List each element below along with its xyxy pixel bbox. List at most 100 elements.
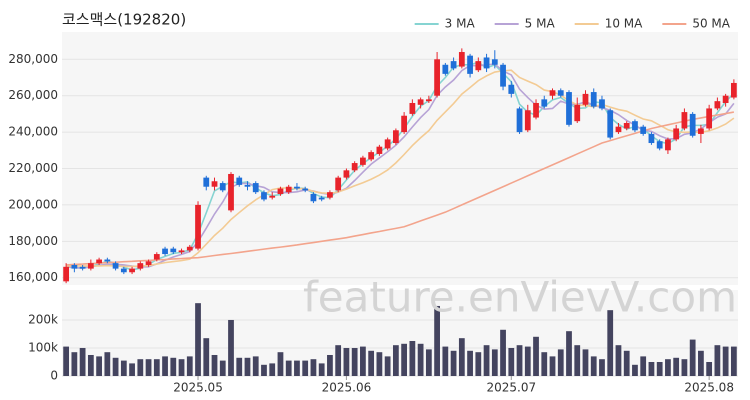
candle-body [104, 259, 111, 262]
volume-bar [599, 359, 605, 376]
volume-bar [120, 360, 127, 376]
y-tick-label: 160,000 [8, 270, 58, 284]
volume-bar [335, 345, 342, 376]
candle-body [566, 92, 572, 125]
candle-body [730, 82, 737, 98]
candle-body [458, 52, 465, 67]
candle-body [162, 248, 168, 255]
candle-body [351, 163, 358, 171]
candle-body [211, 181, 218, 187]
candle-body [376, 146, 383, 154]
candle-body [500, 64, 506, 87]
volume-bar [211, 354, 218, 376]
candle-body [269, 195, 276, 198]
candle-body [87, 263, 94, 269]
volume-bar [557, 349, 564, 376]
candle-body [467, 55, 473, 74]
candle-body [516, 108, 523, 133]
candle-body [79, 266, 86, 269]
volume-bar [170, 357, 177, 376]
volume-bar [178, 359, 185, 376]
candle-body [318, 197, 325, 200]
legend-label: 5 MA [525, 17, 556, 31]
volume-bar [343, 347, 350, 376]
candle-body [195, 204, 201, 249]
candle-body [261, 192, 267, 200]
candle-body [557, 90, 564, 96]
volume-bar [87, 354, 94, 376]
volume-bar [434, 305, 440, 376]
volume-bar [475, 352, 482, 376]
y-tick-label: 280,000 [8, 52, 58, 66]
volume-bar [607, 310, 614, 376]
candle-body [384, 139, 391, 149]
candle-body [409, 102, 416, 114]
candle-body [533, 102, 539, 118]
volume-bar [673, 357, 680, 376]
candle-body [145, 261, 152, 265]
candle-body [302, 188, 309, 191]
candle-body [285, 186, 292, 193]
volume-bar [582, 349, 589, 376]
volume-bar [96, 356, 102, 376]
volume-bar [640, 356, 647, 376]
watermark: feature.enVievV.com [303, 273, 737, 322]
volume-bar [549, 356, 556, 376]
volume-bar [327, 354, 333, 376]
candle-body [475, 61, 482, 71]
candle-body [153, 254, 160, 260]
volume-bar [615, 345, 622, 376]
volume-bar [137, 359, 144, 376]
volume-bar [541, 352, 548, 376]
candle-body [392, 130, 399, 144]
volume-bar [252, 356, 259, 376]
candle-body [244, 184, 251, 187]
volume-bar [590, 356, 597, 376]
volume-bar [153, 359, 160, 376]
volume-bar [318, 363, 325, 376]
candle-body [491, 59, 498, 65]
candle-body [615, 126, 622, 133]
volume-bar [656, 361, 663, 376]
candle-body [508, 84, 515, 94]
volume-bar [392, 345, 399, 376]
volume-bar [228, 319, 234, 376]
volume-bar [632, 364, 638, 376]
candle-body [714, 101, 721, 109]
volume-bar [409, 340, 416, 376]
candle-body [327, 192, 333, 198]
candle-body [673, 128, 680, 140]
volume-bar [714, 345, 721, 376]
candle-body [706, 108, 713, 129]
volume-bar [442, 346, 449, 376]
candle-body [112, 263, 119, 269]
volume-bar [508, 347, 515, 376]
volume-bar [79, 347, 86, 376]
ma-line [66, 69, 735, 268]
candle-body [63, 266, 70, 282]
volume-bar [533, 336, 539, 376]
volume-bar [302, 360, 309, 376]
volume-bar [71, 352, 78, 376]
volume-bar [491, 349, 498, 376]
candle-body [203, 177, 210, 187]
volume-bar [294, 360, 300, 376]
candle-body [483, 57, 490, 69]
candle-body [335, 177, 342, 191]
y-tick-label: 260,000 [8, 88, 58, 102]
x-tick-label: 2025.06 [322, 381, 372, 395]
candle-body [623, 123, 630, 129]
candle-body [277, 188, 284, 194]
volume-bar [681, 359, 688, 376]
candle-body [120, 268, 127, 273]
x-tick-label: 2025.08 [684, 381, 734, 395]
volume-bar [500, 329, 506, 376]
candle-body [450, 61, 457, 69]
y-tick-label: 200k [28, 312, 58, 326]
volume-bar [310, 359, 317, 376]
candle-body [599, 99, 605, 109]
candle-body [236, 177, 243, 185]
candle-body [665, 139, 671, 151]
candle-body [442, 64, 449, 74]
